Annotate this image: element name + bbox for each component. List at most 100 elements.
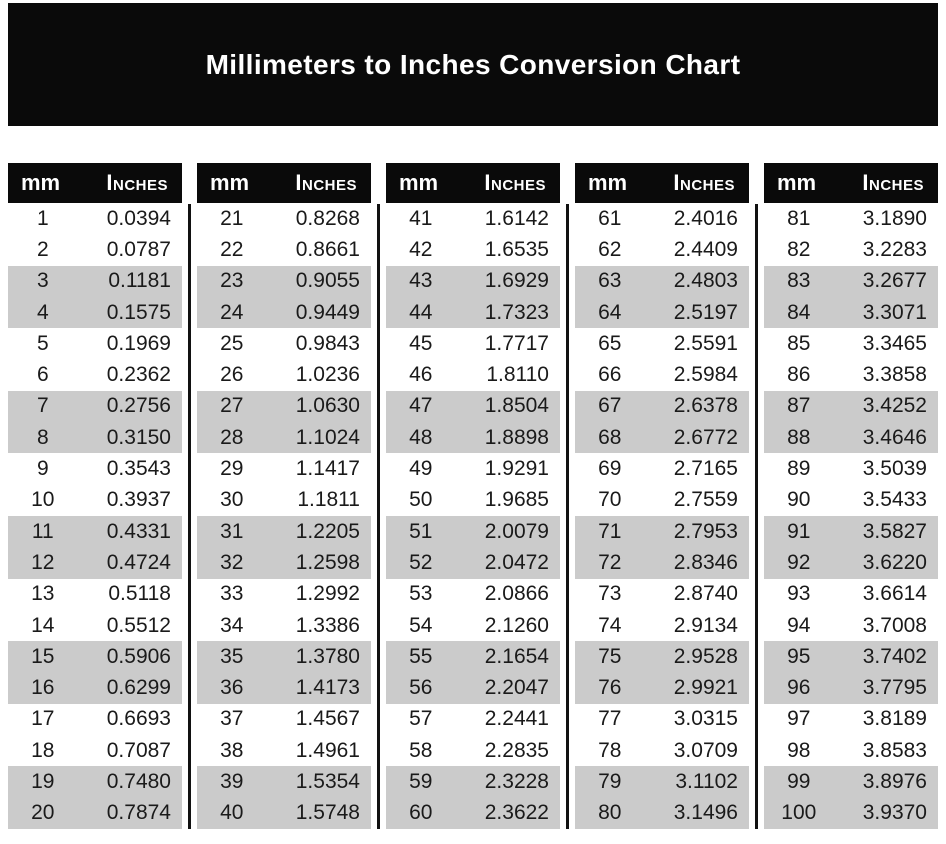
inches-value: 3.6220 bbox=[862, 550, 927, 574]
inches-value: 1.0236 bbox=[295, 363, 360, 387]
mm-value: 100 bbox=[781, 801, 817, 825]
mm-value: 25 bbox=[220, 331, 244, 355]
table-row: 78 3.0709 bbox=[575, 735, 749, 766]
inches-value: 0.7874 bbox=[106, 801, 171, 825]
column-header: mm Inches bbox=[386, 163, 560, 203]
table-row: 45 1.7717 bbox=[386, 328, 560, 359]
inches-value: 0.6693 bbox=[106, 707, 171, 731]
table-row: 55 2.1654 bbox=[386, 641, 560, 673]
inches-column-header: Inches bbox=[106, 170, 168, 195]
table-row: 92 3.6220 bbox=[764, 547, 938, 579]
mm-value: 39 bbox=[220, 769, 244, 793]
inches-value: 1.1811 bbox=[297, 488, 360, 512]
mm-value: 96 bbox=[787, 676, 811, 700]
mm-value: 38 bbox=[220, 738, 244, 762]
inches-value: 0.0787 bbox=[106, 237, 171, 261]
table-row: 43 1.6929 bbox=[386, 265, 560, 297]
mm-value: 87 bbox=[787, 394, 811, 418]
mm-value: 36 bbox=[220, 676, 244, 700]
mm-value: 8 bbox=[36, 425, 49, 449]
mm-value: 97 bbox=[787, 707, 811, 731]
column-rows: 1 0.0394 2 0.0787 3 0.1181 4 0.1575 5 0.… bbox=[8, 203, 182, 829]
mm-value: 35 bbox=[220, 644, 244, 668]
mm-value: 19 bbox=[31, 769, 55, 793]
inches-value: 1.8504 bbox=[484, 394, 549, 418]
column-group: mm Inches 61 2.4016 62 2.4409 63 2.4803 … bbox=[575, 163, 749, 829]
inches-value: 3.1496 bbox=[673, 801, 738, 825]
mm-value: 99 bbox=[787, 769, 811, 793]
title-banner: Millimeters to Inches Conversion Chart bbox=[8, 3, 938, 126]
inches-value: 1.2205 bbox=[295, 519, 360, 543]
inches-value: 2.7165 bbox=[673, 457, 738, 481]
table-row: 19 0.7480 bbox=[8, 766, 182, 798]
mm-value: 52 bbox=[409, 550, 433, 574]
table-row: 14 0.5512 bbox=[8, 610, 182, 641]
mm-value: 94 bbox=[787, 613, 811, 637]
inches-value: 3.3858 bbox=[862, 363, 927, 387]
inches-value: 2.5197 bbox=[673, 300, 738, 324]
mm-value: 34 bbox=[220, 613, 244, 637]
mm-value: 17 bbox=[31, 707, 55, 731]
table-row: 2 0.0787 bbox=[8, 234, 182, 265]
table-row: 41 1.6142 bbox=[386, 203, 560, 234]
inches-value: 3.4252 bbox=[862, 394, 927, 418]
mm-value: 10 bbox=[31, 488, 55, 512]
table-row: 73 2.8740 bbox=[575, 579, 749, 610]
mm-value: 88 bbox=[787, 425, 811, 449]
mm-value: 60 bbox=[409, 801, 433, 825]
mm-value: 13 bbox=[31, 582, 55, 606]
mm-value: 89 bbox=[787, 457, 811, 481]
mm-value: 46 bbox=[409, 363, 433, 387]
inches-value: 0.7087 bbox=[106, 738, 171, 762]
table-row: 95 3.7402 bbox=[764, 641, 938, 673]
mm-value: 5 bbox=[36, 331, 49, 355]
mm-value: 4 bbox=[36, 300, 49, 324]
table-row: 61 2.4016 bbox=[575, 203, 749, 234]
table-row: 44 1.7323 bbox=[386, 296, 560, 329]
table-row: 25 0.9843 bbox=[197, 328, 371, 359]
inches-value: 0.0394 bbox=[106, 206, 171, 230]
mm-value: 24 bbox=[220, 300, 244, 324]
mm-value: 22 bbox=[220, 237, 244, 261]
inches-value: 1.5748 bbox=[295, 801, 360, 825]
table-row: 38 1.4961 bbox=[197, 735, 371, 766]
inches-value: 2.0866 bbox=[484, 582, 549, 606]
mm-value: 20 bbox=[31, 801, 55, 825]
mm-value: 77 bbox=[598, 707, 622, 731]
inches-value: 0.2362 bbox=[106, 363, 171, 387]
mm-value: 59 bbox=[409, 769, 433, 793]
table-row: 53 2.0866 bbox=[386, 579, 560, 610]
mm-value: 81 bbox=[787, 206, 811, 230]
mm-value: 32 bbox=[220, 550, 244, 574]
column-group: mm Inches 81 3.1890 82 3.2283 83 3.2677 … bbox=[764, 163, 938, 829]
table-row: 71 2.7953 bbox=[575, 515, 749, 548]
column-header: mm Inches bbox=[8, 163, 182, 203]
mm-value: 7 bbox=[36, 394, 49, 418]
table-row: 63 2.4803 bbox=[575, 265, 749, 297]
mm-value: 85 bbox=[787, 331, 811, 355]
table-row: 27 1.0630 bbox=[197, 390, 371, 423]
inches-value: 3.8583 bbox=[862, 738, 927, 762]
table-row: 5 0.1969 bbox=[8, 328, 182, 359]
table-row: 85 3.3465 bbox=[764, 328, 938, 359]
inches-value: 0.4331 bbox=[106, 519, 171, 543]
inches-value: 2.6772 bbox=[673, 425, 738, 449]
column-rows: 21 0.8268 22 0.8661 23 0.9055 24 0.9449 … bbox=[197, 203, 371, 829]
mm-value: 31 bbox=[220, 519, 244, 543]
mm-value: 71 bbox=[598, 519, 622, 543]
mm-value: 2 bbox=[36, 237, 49, 261]
table-row: 74 2.9134 bbox=[575, 610, 749, 641]
inches-value: 2.9921 bbox=[673, 676, 738, 700]
table-row: 16 0.6299 bbox=[8, 672, 182, 704]
mm-value: 64 bbox=[598, 300, 622, 324]
inches-value: 2.1260 bbox=[484, 613, 549, 637]
table-row: 3 0.1181 bbox=[8, 265, 182, 297]
mm-value: 9 bbox=[36, 457, 49, 481]
inches-value: 1.8898 bbox=[484, 425, 549, 449]
mm-value: 79 bbox=[598, 769, 622, 793]
table-row: 31 1.2205 bbox=[197, 515, 371, 548]
table-row: 72 2.8346 bbox=[575, 547, 749, 579]
mm-value: 45 bbox=[409, 331, 433, 355]
page-title: Millimeters to Inches Conversion Chart bbox=[205, 48, 741, 80]
inches-value: 0.8661 bbox=[295, 237, 360, 261]
